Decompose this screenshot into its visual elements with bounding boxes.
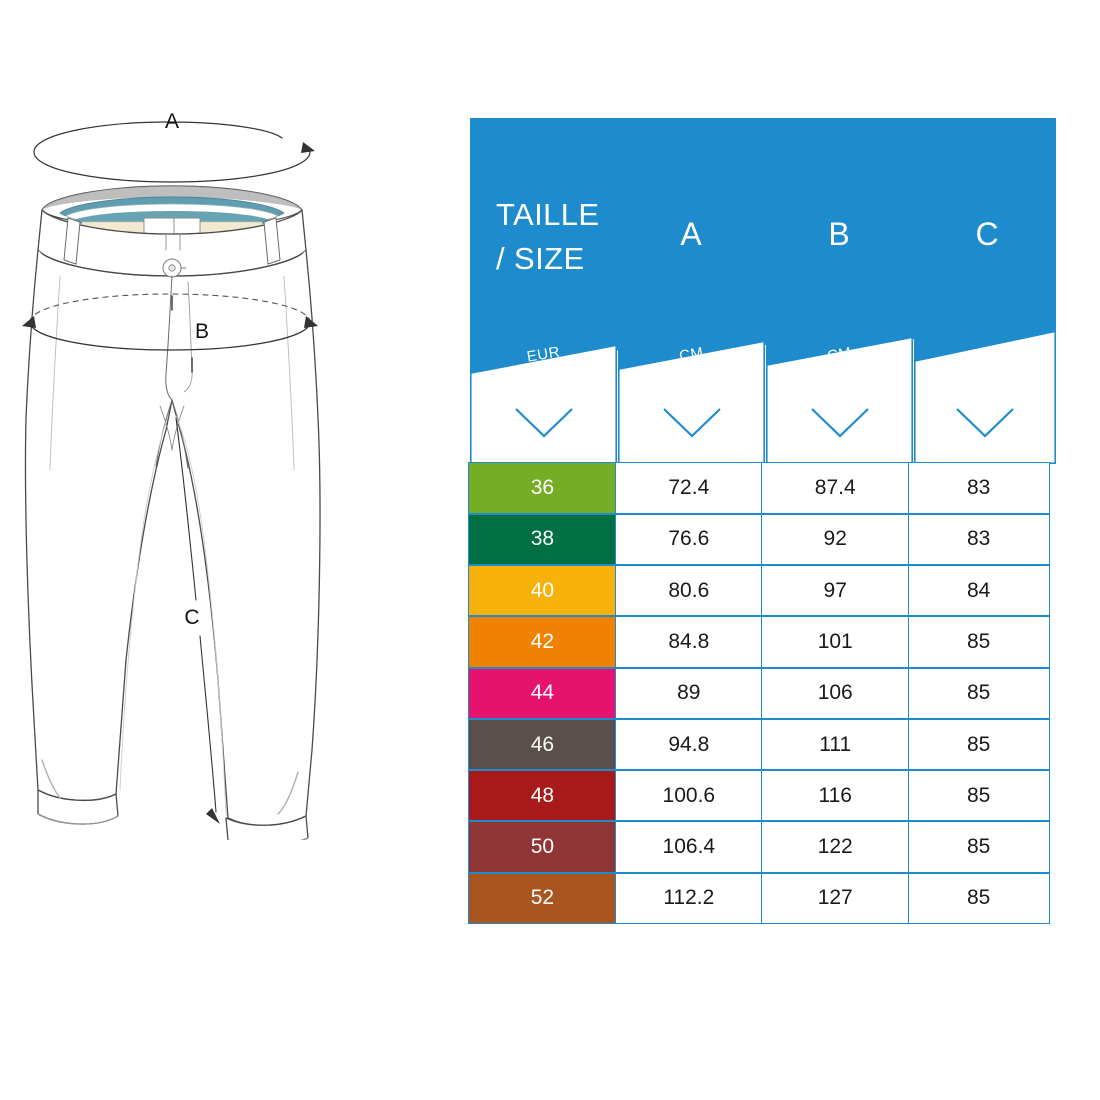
table-row: 36 72.4 87.4 83 [468,462,1056,515]
measure-b-cell: 87.4 [761,462,910,514]
title-line-1: TAILLE [496,197,600,232]
unit-cell-eur: EUR [470,332,617,464]
measure-c-cell: 85 [907,821,1050,873]
chevron-down-icon [514,408,573,438]
measure-c-cell: 83 [907,462,1050,514]
measure-c-cell: 85 [907,872,1050,925]
unit-wedge-shape [470,332,617,464]
table-row: 44 89 106 85 [468,667,1056,720]
size-swatch-cell: 38 [468,513,617,565]
table-row: 40 80.6 97 84 [468,565,1056,618]
table-header: TAILLE / SIZE A B C EUR CM [470,118,1056,464]
illustration-panel: A B C [0,0,450,1100]
measure-a-cell: 84.8 [614,616,763,668]
measure-c-cell: 85 [907,616,1050,668]
measure-b-ellipse [22,293,318,351]
measure-a-cell: 80.6 [614,565,763,617]
unit-cell-b-cm: CM [766,332,913,464]
column-letter-a: A [680,216,702,252]
unit-cell-a-cm: CM [618,332,765,464]
size-swatch-cell: 48 [468,770,617,822]
measure-c-line [175,417,220,824]
table-row: 48 100.6 116 85 [468,770,1056,823]
measure-b-cell: 122 [761,821,910,873]
table-row: 42 84.8 101 85 [468,616,1056,669]
measure-c-cell: 85 [907,667,1050,719]
unit-wedge-shape [914,332,1056,464]
measure-c-cell: 83 [907,513,1050,565]
measure-a-cell: 106.4 [614,821,763,873]
measure-c-cell: 85 [907,718,1050,771]
column-letter-c: C [975,216,999,252]
table-row: 50 106.4 122 85 [468,821,1056,874]
measure-b-cell: 92 [761,513,910,565]
size-swatch-cell: 42 [468,616,617,668]
size-chart-table: TAILLE / SIZE A B C EUR CM [468,118,1056,928]
unit-wedge-shape [766,332,913,464]
size-swatch-cell: 36 [468,462,617,514]
measure-a-cell: 76.6 [614,513,763,565]
unit-wedge-shape [618,332,765,464]
table-row: 38 76.6 92 83 [468,513,1056,566]
measure-b-cell: 101 [761,616,910,668]
measure-c-cell: 85 [907,770,1050,822]
size-swatch-cell: 46 [468,718,617,771]
title-line-2: / SIZE [496,241,585,277]
measure-a-cell: 89 [614,667,763,719]
measure-a-cell: 94.8 [614,718,763,771]
measure-label-b: B [195,320,209,343]
table-row: 46 94.8 111 85 [468,718,1056,771]
measure-a-cell: 100.6 [614,770,763,822]
chevron-down-icon [662,408,721,438]
trousers-technical-drawing: A B C [22,110,321,840]
size-swatch-cell: 52 [468,872,617,925]
header-blue-background [470,118,1056,356]
measure-b-cell: 97 [761,565,910,617]
measure-b-cell: 116 [761,770,910,822]
measure-label-c: C [184,606,199,629]
measure-b-cell: 106 [761,667,910,719]
measure-label-a: A [165,110,179,133]
measure-b-cell: 111 [761,718,910,771]
size-swatch-cell: 40 [468,565,617,617]
chevron-down-icon [956,408,1014,438]
measure-c-cell: 84 [907,565,1050,617]
trousers-body [24,185,321,840]
chevron-down-icon [810,408,869,438]
measure-a-ellipse [33,121,315,183]
measure-b-cell: 127 [761,872,910,925]
unit-cell-c-cm: CM [914,332,1056,464]
size-swatch-cell: 44 [468,667,617,719]
table-body: 36 72.4 87.4 83 38 76.6 92 83 40 80.6 97 84 42 84.8 10… [468,462,1056,926]
measure-a-cell: 112.2 [614,872,763,925]
table-title: TAILLE / SIZE [496,193,599,281]
column-letter-b: B [828,216,850,252]
table-row: 52 112.2 127 85 [468,872,1056,925]
size-swatch-cell: 50 [468,821,617,873]
measure-a-cell: 72.4 [614,462,763,514]
